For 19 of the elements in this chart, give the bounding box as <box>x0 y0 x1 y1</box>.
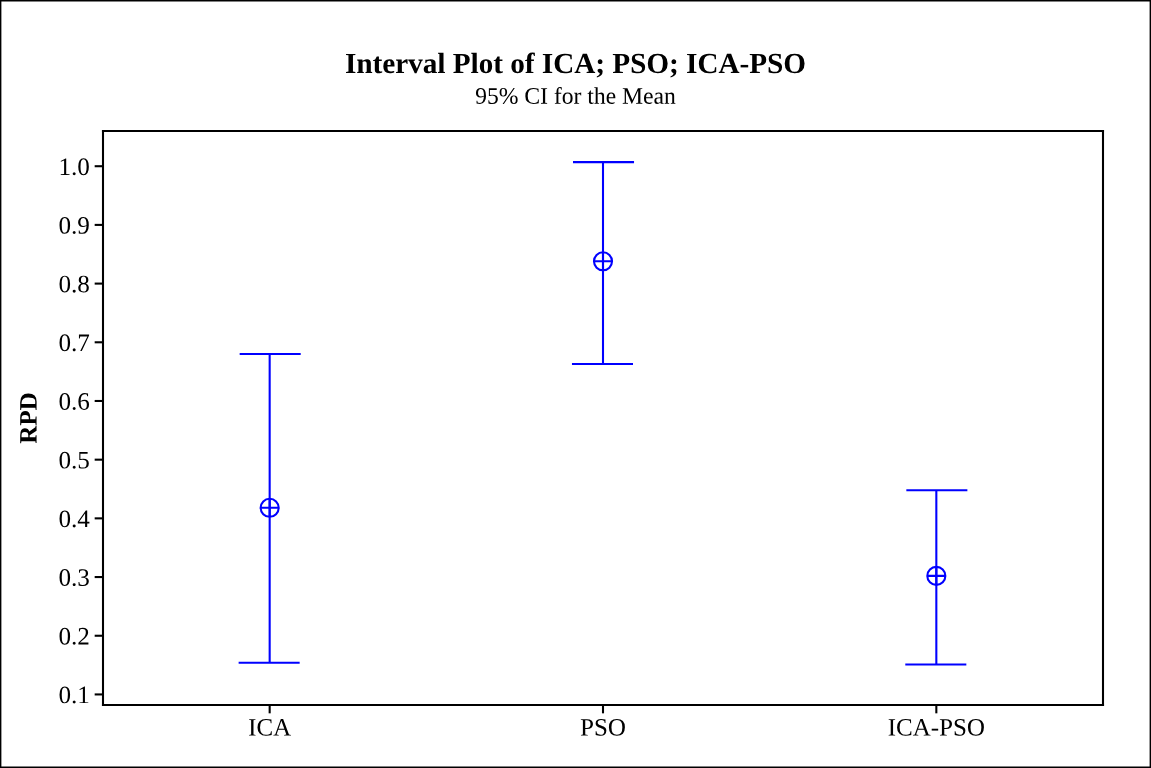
point <box>259 497 280 518</box>
y-tick-label: 1.0 <box>60 158 89 176</box>
y-tick-label: 0.9 <box>59 216 89 234</box>
point <box>926 565 947 586</box>
y-tick-label: 0.1 <box>59 686 89 704</box>
y-tick-label: 0.6 <box>59 393 90 411</box>
x-tick-label: ICA-PSO <box>888 718 984 736</box>
point <box>592 251 614 272</box>
x-tick-label: ICA <box>249 718 292 736</box>
chart-subtitle: 95% CI for the Mean <box>475 87 676 104</box>
y-tick-label: 0.5 <box>59 451 89 469</box>
y-tick-label: 0.4 <box>59 510 90 528</box>
y-tick-label: 0.8 <box>59 275 89 293</box>
y-tick-label: 0.2 <box>59 627 89 645</box>
y-tick-label: 0.7 <box>59 334 90 352</box>
y-tick-label: 0.3 <box>59 569 89 587</box>
y-axis-title: RPD <box>20 393 37 444</box>
x-tick-label: PSO <box>580 718 625 736</box>
chart-title: Interval Plot of ICA; PSO; ICA-PSO <box>346 52 805 78</box>
